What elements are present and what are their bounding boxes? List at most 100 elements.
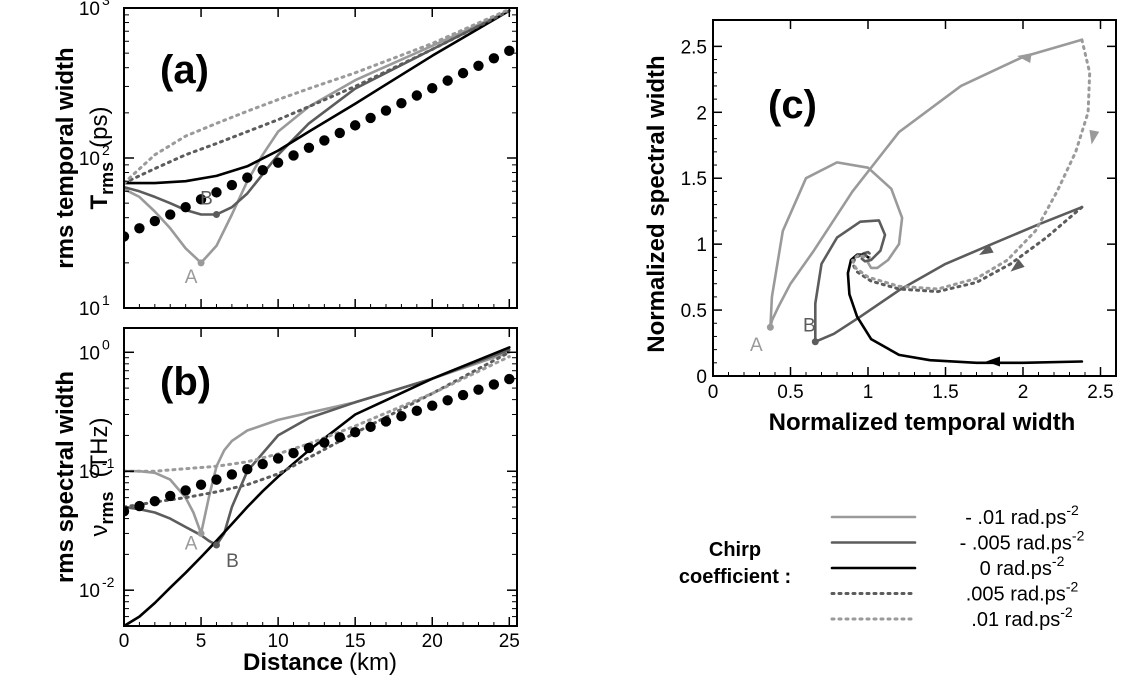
- panel-c-point-label-b: B: [803, 316, 816, 337]
- panel-b-ytick-label: 10: [79, 343, 100, 364]
- panel-b-dot-marker: [149, 495, 161, 507]
- panel-b-xtick-label: 0: [119, 631, 130, 652]
- panel-b-dot-marker: [303, 442, 315, 454]
- legend-label-sup: -2: [1052, 553, 1065, 569]
- panel-b-dot-marker: [396, 411, 407, 422]
- panel-a-ytick-exp: 1: [102, 292, 110, 308]
- panel-b-point-b: [212, 541, 220, 549]
- panel-a-dot-marker: [165, 209, 176, 220]
- panel-b-dot-marker: [380, 416, 392, 427]
- panel-b-ytick-label: 10: [79, 462, 100, 483]
- panel-a-series-line: [124, 9, 511, 185]
- panel-c-xtick-label: 2.5: [1087, 382, 1113, 403]
- panel-b-dot-marker: [195, 479, 207, 490]
- panel-c-ytick-label: 0: [696, 367, 707, 388]
- panel-c-ylabel: Normalized spectral width: [643, 55, 670, 352]
- panel-a-dot-marker: [180, 201, 191, 213]
- panel-a-ytick-exp: 2: [102, 142, 110, 158]
- panel-b-dot-marker: [288, 447, 299, 459]
- panel-b-dot-marker: [226, 469, 238, 480]
- panel-c-ticks: 0 0.5 1 1.5 2 2.5 0 0.5 1 1.5 2 2.5: [681, 20, 1116, 403]
- panel-b-dot-marker: [124, 506, 130, 517]
- panel-c-direction-arrow: [1089, 129, 1100, 145]
- panel-b-xlabel-unit: (km): [349, 649, 397, 676]
- panel-b-label: (b): [160, 360, 211, 404]
- panel-b-ylabel: rms spectral width νrms (THz): [52, 371, 117, 583]
- panel-a-ylabel: rms temporal width Trms (ps): [52, 47, 117, 268]
- panel-a-point-a: [197, 259, 205, 267]
- panel-c-xtick-label: 2: [1018, 382, 1029, 403]
- panel-a-dot-marker: [365, 112, 376, 124]
- legend-label-sup: -2: [1072, 528, 1085, 544]
- panel-c-point-b: [811, 338, 819, 346]
- panel-a-ytick-label: 10: [79, 0, 100, 20]
- panel-a-ylabel-sym: T: [86, 195, 113, 210]
- panel-b-point-label-a: A: [185, 533, 198, 554]
- panel-b-dot-marker: [272, 453, 284, 464]
- panel-a-dot-marker: [303, 142, 315, 153]
- legend-label-text: 0 rad.ps: [980, 558, 1052, 580]
- panel-a-point-label-a: A: [185, 267, 198, 288]
- panel-b-series-line: [124, 348, 511, 547]
- panel-b-dot-marker: [165, 490, 176, 502]
- panel-c-xtick-label: 0.5: [777, 382, 803, 403]
- panel-b-ylabel-sub: rms: [97, 491, 117, 524]
- panel-a-point-label-b: B: [200, 189, 213, 210]
- panel-a-ytick-label: 10: [79, 299, 100, 320]
- panel-c-xtick-label: 1.5: [932, 382, 958, 403]
- panel-a-dot-marker: [457, 67, 469, 79]
- legend-label: 0 rad.ps-2: [980, 553, 1065, 580]
- panel-b-ytick-exp: -2: [102, 574, 115, 590]
- legend-label: - .005 rad.ps-2: [960, 528, 1085, 555]
- panel-c-frame: [712, 19, 1117, 377]
- panel-a-dot-marker: [442, 75, 453, 86]
- legend-label-text: - .005 rad.ps: [960, 533, 1072, 555]
- panel-a-dot-marker: [134, 223, 145, 234]
- panel-b-xlabel-bold: Distance: [243, 649, 343, 676]
- panel-b-dot-marker: [427, 400, 438, 411]
- panel-b-xtick-label: 25: [499, 631, 520, 652]
- legend-label-sup: -2: [1060, 604, 1073, 620]
- panel-a-dot-marker: [242, 172, 253, 183]
- panel-c-ytick-label: 1.5: [681, 169, 707, 190]
- legend: Chirp coefficient : - .01 rad.ps-2- .005…: [679, 502, 1085, 631]
- panel-b-dot-marker: [442, 395, 453, 406]
- panel-a-series-line: [124, 9, 511, 265]
- legend-title-line1: Chirp: [709, 539, 761, 561]
- panel-a-dot-marker: [427, 82, 438, 94]
- panel-a-dot-marker: [411, 90, 423, 101]
- panel-a-dot-marker: [149, 215, 161, 227]
- panel-b-xtick-label: 5: [196, 631, 207, 652]
- panel-b-ytick-exp: 0: [102, 336, 110, 352]
- panel-c-ytick-label: 0.5: [681, 301, 707, 322]
- panel-c-point-label-a: A: [750, 335, 763, 356]
- panel-a-dot-marker: [226, 179, 238, 191]
- legend-label-text: .005 rad.ps: [966, 584, 1066, 606]
- panel-b-series-line: [124, 355, 511, 473]
- panel-c-direction-arrow: [978, 243, 994, 255]
- panel-b-dot-marker: [349, 426, 361, 438]
- panel-c-point-a: [766, 323, 774, 331]
- panel-a-dot-marker: [272, 157, 284, 168]
- panel-a-ylabel-symbol: Trms (ps): [86, 106, 117, 209]
- panel-c-label: (c): [768, 83, 817, 127]
- panel-a-markers: AB: [185, 189, 220, 288]
- panel-c-ytick-label: 1: [696, 235, 707, 256]
- panel-c-xtick-label: 1: [863, 382, 874, 403]
- panel-a-label: (a): [160, 48, 209, 92]
- panel-b-xtick-label: 20: [422, 631, 443, 652]
- panel-a-dot-marker: [473, 60, 484, 71]
- panel-b-dot-marker: [319, 437, 330, 448]
- panel-a-ylabel-unit: (ps): [86, 106, 113, 147]
- panel-c: 0 0.5 1 1.5 2 2.5 0 0.5 1 1.5 2 2.5 (c) Normalized …: [643, 19, 1117, 436]
- panel-b-ytick-exp: -1: [102, 455, 115, 471]
- panel-b-xtick-label: 15: [345, 631, 366, 652]
- panel-a-series-line: [124, 9, 511, 185]
- panel-c-direction-arrow: [986, 356, 1000, 367]
- panel-a-ytick-exp: 3: [102, 0, 110, 8]
- panel-b-ylabel-sym: ν: [86, 525, 113, 537]
- panel-b: 10-210-110 00 5 10 15 20 25 (b) rms spectral w…: [52, 327, 520, 676]
- panel-a-dot-marker: [334, 127, 345, 139]
- panel-b-dot-marker: [242, 464, 253, 475]
